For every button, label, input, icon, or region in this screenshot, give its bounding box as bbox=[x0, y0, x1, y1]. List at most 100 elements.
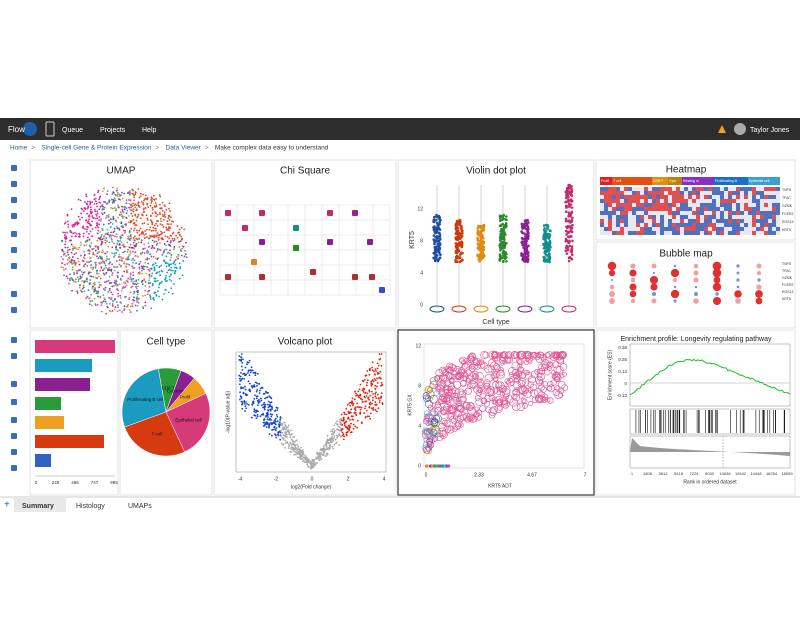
umap-point bbox=[109, 261, 111, 264]
umap-point bbox=[146, 266, 148, 269]
umap-point bbox=[108, 282, 111, 285]
sidebar-icon[interactable] bbox=[11, 399, 17, 405]
heatmap-cell bbox=[704, 227, 708, 231]
scatter-point bbox=[462, 401, 470, 409]
scatter-point bbox=[534, 376, 544, 385]
umap-point bbox=[129, 235, 132, 237]
umap-point bbox=[155, 204, 158, 207]
heatmap-cell bbox=[768, 219, 772, 223]
nav-menu[interactable]: Projects bbox=[100, 127, 126, 134]
scatter-point bbox=[484, 373, 493, 383]
umap-point bbox=[86, 295, 89, 298]
volcano-point bbox=[331, 435, 334, 438]
volcano-point bbox=[276, 415, 279, 418]
scatter-point bbox=[422, 392, 430, 400]
heatmap-cell bbox=[680, 203, 684, 207]
sidebar-icon[interactable] bbox=[11, 197, 17, 203]
volcano-point bbox=[350, 408, 353, 411]
tick-label: 0 bbox=[624, 381, 627, 386]
heatmap-cell bbox=[616, 231, 620, 235]
volcano-point bbox=[274, 429, 277, 432]
sidebar-icon[interactable] bbox=[11, 307, 17, 313]
umap-point bbox=[170, 273, 172, 276]
violin-dot bbox=[455, 248, 459, 252]
heatmap-cell bbox=[684, 211, 688, 215]
umap-point bbox=[86, 280, 88, 283]
heatmap-cell bbox=[652, 195, 656, 199]
tick-label: 248 bbox=[52, 480, 60, 485]
volcano-point bbox=[273, 419, 276, 422]
volcano-point bbox=[269, 413, 272, 415]
sidebar-icon[interactable] bbox=[11, 417, 17, 423]
sidebar-icon[interactable] bbox=[11, 353, 17, 359]
alert-icon[interactable] bbox=[718, 125, 726, 133]
breadcrumb-item[interactable]: Data Viewer bbox=[166, 145, 202, 152]
umap-point bbox=[76, 223, 79, 226]
sidebar-icon[interactable] bbox=[11, 433, 17, 439]
heatmap-cell bbox=[648, 207, 652, 211]
heatmap-cell bbox=[632, 219, 636, 223]
volcano-point bbox=[260, 399, 263, 402]
umap-point bbox=[155, 240, 158, 243]
umap-point bbox=[86, 264, 89, 267]
sidebar-icon[interactable] bbox=[11, 381, 17, 387]
heatmap-cell bbox=[680, 187, 684, 191]
umap-point bbox=[131, 305, 134, 308]
user-name[interactable]: Taylor Jones bbox=[750, 127, 790, 134]
breadcrumb-item[interactable]: Single-cell Gene & Protein Expression bbox=[41, 145, 152, 152]
avatar[interactable] bbox=[734, 123, 746, 135]
volcano-point bbox=[294, 445, 297, 448]
sidebar-icon[interactable] bbox=[11, 291, 17, 297]
logo[interactable]: Flow bbox=[8, 125, 25, 134]
heatmap-cell bbox=[776, 191, 780, 195]
umap-point bbox=[177, 257, 179, 260]
umap-point bbox=[165, 248, 168, 251]
umap-point bbox=[106, 240, 108, 243]
umap-point bbox=[100, 284, 103, 287]
scatter-point bbox=[455, 367, 462, 375]
umap-point bbox=[125, 212, 128, 215]
umap-point bbox=[147, 206, 150, 208]
breadcrumb-item[interactable]: Home bbox=[10, 145, 28, 152]
scatter-point bbox=[441, 375, 449, 383]
heatmap-cell bbox=[612, 231, 616, 235]
violin-dot bbox=[458, 218, 462, 222]
sidebar-icon[interactable] bbox=[11, 213, 17, 219]
scatter-point bbox=[503, 393, 509, 400]
axis-label: KRT5 GX bbox=[407, 394, 413, 416]
umap-point bbox=[78, 268, 81, 271]
add-tab[interactable]: + bbox=[4, 500, 10, 511]
sidebar-icon[interactable] bbox=[11, 337, 17, 343]
sidebar-icon[interactable] bbox=[11, 165, 17, 171]
sidebar-icon[interactable] bbox=[11, 465, 17, 471]
tab[interactable]: Histology bbox=[76, 503, 105, 510]
sidebar-icon[interactable] bbox=[11, 181, 17, 187]
sidebar-icon[interactable] bbox=[11, 231, 17, 237]
tick-label: 7224 bbox=[690, 471, 700, 476]
heatmap-cell bbox=[696, 187, 700, 191]
scatter-point bbox=[469, 365, 476, 372]
umap-point bbox=[129, 220, 132, 222]
umap-point bbox=[89, 260, 92, 263]
umap-point bbox=[102, 288, 105, 290]
scatter-point bbox=[446, 389, 453, 396]
umap-point bbox=[71, 225, 74, 228]
umap-point bbox=[72, 232, 75, 235]
nav-menu[interactable]: Queue bbox=[62, 127, 83, 134]
umap-point bbox=[148, 257, 150, 260]
umap-point bbox=[160, 207, 163, 209]
volcano-point bbox=[377, 397, 380, 400]
volcano-point bbox=[278, 421, 281, 423]
umap-point bbox=[142, 268, 145, 271]
umap-point bbox=[111, 285, 114, 288]
tab[interactable]: Summary bbox=[22, 503, 54, 510]
pie-label: T cell bbox=[151, 431, 162, 436]
sidebar-icon[interactable] bbox=[11, 263, 17, 269]
tab[interactable]: UMAPs bbox=[128, 503, 152, 510]
sidebar-icon[interactable] bbox=[11, 247, 17, 253]
volcano-point bbox=[320, 449, 323, 452]
heatmap-cell bbox=[752, 195, 756, 199]
sidebar-icon[interactable] bbox=[11, 449, 17, 455]
nav-menu[interactable]: Help bbox=[142, 127, 157, 134]
umap-point bbox=[71, 289, 73, 292]
